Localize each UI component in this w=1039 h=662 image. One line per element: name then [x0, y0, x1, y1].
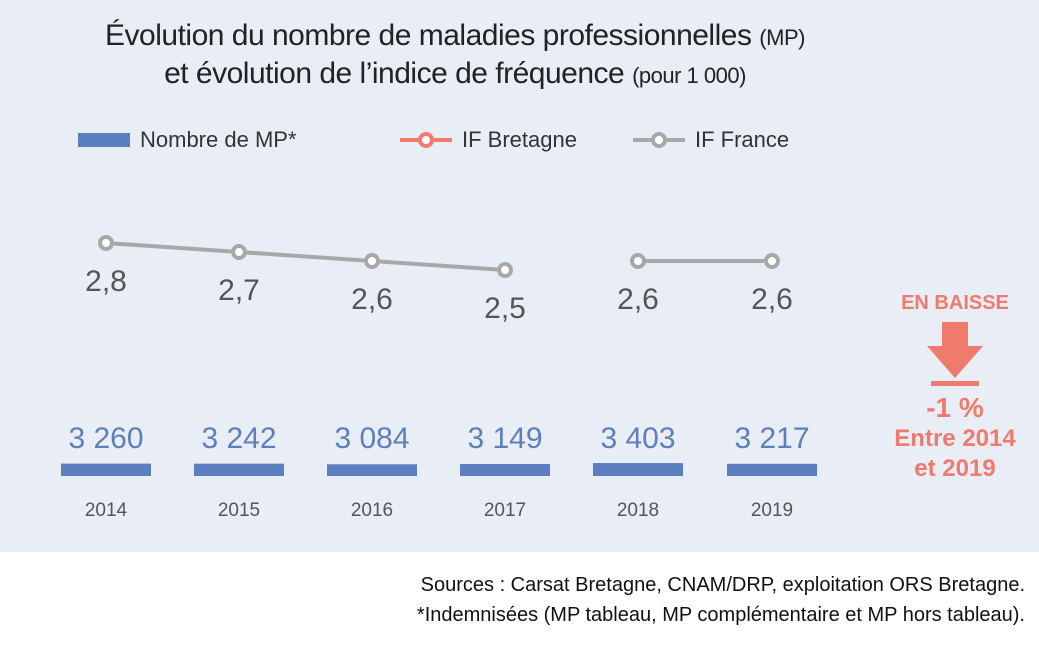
chart-panel — [0, 0, 1039, 552]
bar-label-2017: 3 149 — [467, 422, 542, 455]
source-line-1: Sources : Carsat Bretagne, CNAM/DRP, exp… — [420, 574, 1025, 596]
x-tick-2014: 2014 — [85, 500, 128, 521]
legend-bretagne-label: IF Bretagne — [462, 127, 577, 152]
point-label-france-2014: 2,8 — [85, 265, 127, 298]
point-label-france-2016: 2,6 — [351, 283, 393, 316]
bar-2015 — [194, 463, 284, 476]
callout-period-2: et 2019 — [914, 455, 996, 482]
down-arrow-icon — [927, 322, 983, 386]
bar-2017 — [460, 464, 550, 476]
legend-item-france: IF France — [633, 126, 789, 154]
bar-2018 — [593, 463, 683, 476]
title-line1-unit: (MP) — [759, 25, 805, 50]
legend-france-swatch — [633, 132, 685, 148]
bar-label-2014: 3 260 — [68, 422, 143, 455]
x-tick-2017: 2017 — [484, 500, 526, 521]
title-line2-unit: (pour 1 000) — [632, 63, 746, 88]
bar-label-2015: 3 242 — [201, 422, 276, 455]
chart-title: Évolution du nombre de maladies professi… — [0, 18, 910, 94]
callout-head: EN BAISSE — [901, 292, 1009, 314]
point-france-2017 — [497, 262, 513, 278]
x-tick-2016: 2016 — [351, 500, 393, 521]
point-label-france-2019: 2,6 — [751, 283, 793, 316]
bar-label-2018: 3 403 — [600, 422, 675, 455]
point-france-2019 — [764, 253, 780, 269]
callout-period-1: Entre 2014 — [894, 425, 1016, 452]
source-line-2: *Indemnisées (MP tableau, MP complémenta… — [416, 604, 1025, 626]
point-label-france-2018: 2,6 — [617, 283, 659, 316]
source-note: Sources : Carsat Bretagne, CNAM/DRP, exp… — [417, 570, 1025, 630]
point-france-2016 — [364, 253, 380, 269]
legend-bar-swatch — [78, 133, 130, 147]
x-tick-2019: 2019 — [751, 500, 793, 521]
line-france-segment-1 — [105, 241, 506, 272]
point-france-2018 — [630, 253, 646, 269]
x-tick-2015: 2015 — [218, 500, 260, 521]
callout-percent: -1 % — [926, 392, 984, 423]
title-line2: et évolution de l’indice de fréquence — [164, 57, 625, 90]
point-label-france-2015: 2,7 — [218, 274, 260, 307]
legend-bars-label: Nombre de MP* — [140, 127, 297, 152]
point-label-france-2017: 2,5 — [484, 292, 526, 325]
legend-france-label: IF France — [695, 127, 790, 152]
bar-2016 — [327, 464, 417, 476]
legend-item-bretagne: IF Bretagne — [400, 126, 577, 154]
point-france-2014 — [98, 235, 114, 251]
point-france-2015 — [231, 244, 247, 260]
chart-plot: 3 260 3 242 3 084 3 149 3 403 3 217 2014 2015 20… — [61, 235, 817, 521]
bar-label-2019: 3 217 — [734, 422, 809, 455]
x-tick-2018: 2018 — [617, 500, 659, 521]
bar-2019 — [727, 463, 817, 476]
bar-2014 — [61, 463, 151, 476]
title-line1: Évolution du nombre de maladies professi… — [105, 19, 752, 52]
legend-bretagne-swatch — [400, 132, 452, 148]
trend-callout: EN BAISSE -1 % Entre 2014 et 2019 — [880, 290, 1030, 484]
bar-label-2016: 3 084 — [334, 422, 409, 455]
legend-item-bars: Nombre de MP* — [78, 126, 297, 154]
